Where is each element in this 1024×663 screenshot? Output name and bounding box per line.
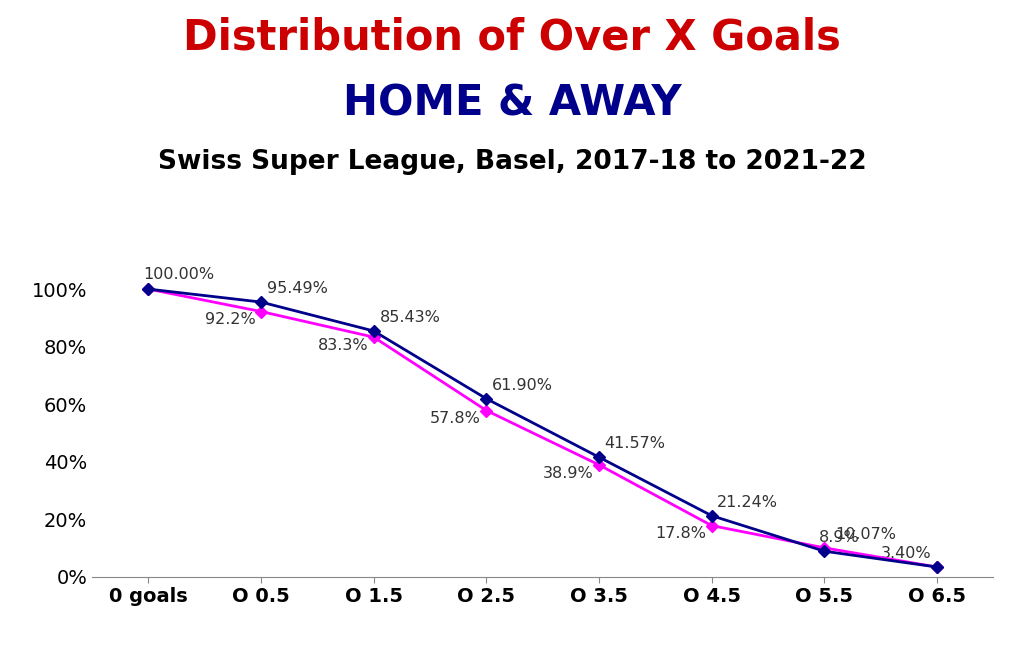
Text: 17.8%: 17.8% bbox=[655, 526, 707, 542]
Text: 92.2%: 92.2% bbox=[205, 312, 256, 328]
Text: 100.00%: 100.00% bbox=[142, 267, 214, 282]
Legend: HOME, AWAY: HOME, AWAY bbox=[355, 654, 730, 663]
Text: Distribution of Over X Goals: Distribution of Over X Goals bbox=[183, 17, 841, 58]
Text: 41.57%: 41.57% bbox=[604, 436, 666, 452]
Text: 38.9%: 38.9% bbox=[543, 465, 594, 481]
Text: 85.43%: 85.43% bbox=[379, 310, 440, 326]
Text: 61.90%: 61.90% bbox=[492, 378, 553, 393]
Text: 10.07%: 10.07% bbox=[836, 527, 897, 542]
Text: 57.8%: 57.8% bbox=[430, 411, 481, 426]
Text: 8.9%: 8.9% bbox=[819, 530, 859, 546]
Text: HOME & AWAY: HOME & AWAY bbox=[343, 83, 681, 125]
Text: 83.3%: 83.3% bbox=[317, 338, 369, 353]
Text: 21.24%: 21.24% bbox=[717, 495, 778, 510]
Text: 3.40%: 3.40% bbox=[881, 546, 932, 562]
Text: 95.49%: 95.49% bbox=[266, 281, 328, 296]
Text: Swiss Super League, Basel, 2017-18 to 2021-22: Swiss Super League, Basel, 2017-18 to 20… bbox=[158, 149, 866, 175]
